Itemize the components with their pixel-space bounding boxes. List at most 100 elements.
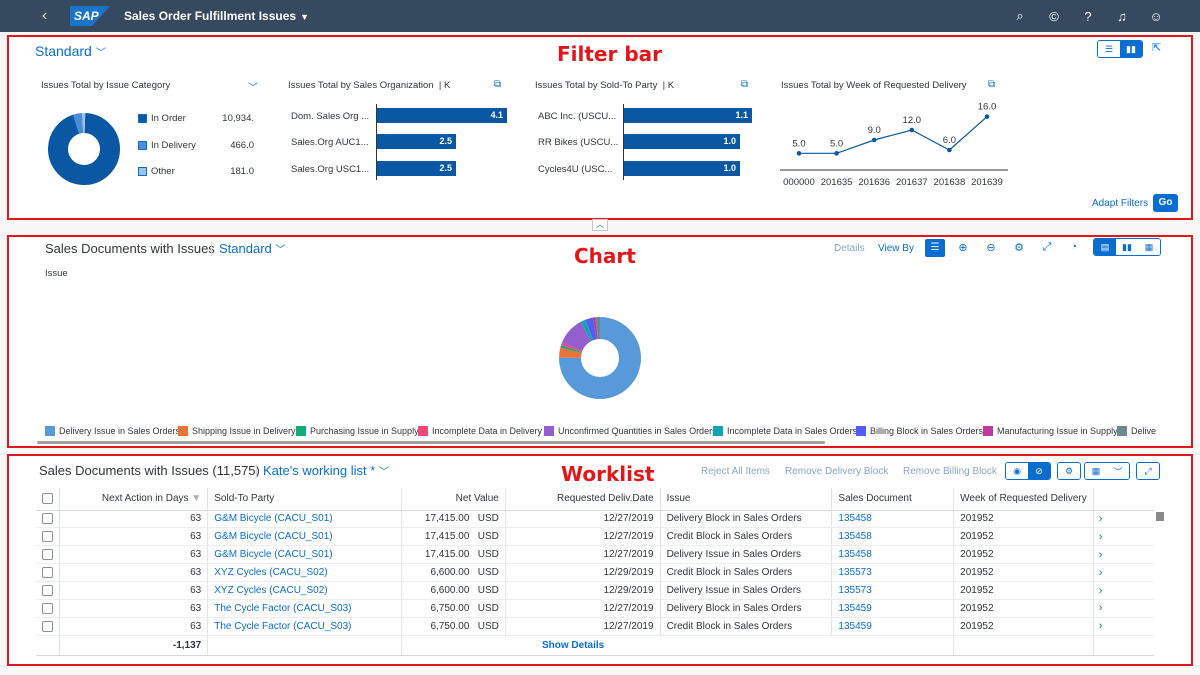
chart-type-icon[interactable]: ◔ [1070, 241, 1078, 253]
chevron-right-icon[interactable]: › [1098, 566, 1103, 579]
hide-icon[interactable]: ⊘ [1028, 463, 1050, 479]
sold-to-link[interactable]: G&M Bicycle (CACU_S01) [207, 510, 402, 529]
search-icon[interactable]: ⌕ [1016, 8, 1024, 23]
show-details-link[interactable]: Show Details [541, 639, 605, 651]
chart-table-view-icon[interactable]: ▤ [1094, 239, 1116, 255]
chevron-right-icon[interactable]: › [1098, 530, 1103, 543]
fullscreen-icon[interactable]: ⤢ [1042, 241, 1052, 253]
sold-to-link[interactable]: The Cycle Factor (CACU_S03) [207, 599, 402, 618]
chevron-right-icon[interactable]: › [1098, 620, 1103, 633]
sales-document-link[interactable]: 135458 [831, 545, 955, 565]
table-row[interactable]: 63 The Cycle Factor (CACU_S03) 6,750.00 … [36, 599, 1154, 618]
week-line-chart[interactable]: 5.0 000000 5.0 201635 9.0 201636 12.0 201637 6.0… [778, 100, 1010, 192]
help-icon[interactable]: ? [1084, 8, 1092, 24]
table-only-view-icon[interactable]: ▦ [1138, 239, 1160, 255]
sales-document-link[interactable]: 135459 [831, 617, 955, 636]
line-point[interactable] [834, 151, 839, 156]
chevron-down-icon[interactable]: ﹀ [248, 83, 258, 94]
chart-legend-item[interactable]: Incomplete Data in Delivery [418, 426, 542, 436]
chevron-right-icon[interactable]: › [1098, 548, 1103, 561]
export-icon[interactable]: ▦ [1085, 463, 1107, 479]
chart-legend-item[interactable]: Shipping Issue in Delivery [178, 426, 296, 436]
chart-legend-item[interactable]: Purchasing Issue in Supply [296, 426, 419, 436]
app-title-menu[interactable]: Sales Order Fulfillment Issues ▼ [124, 9, 309, 23]
col-next-action[interactable]: Next Action in Days ▼ [59, 488, 209, 511]
settings-icon[interactable]: ⚙ [1014, 242, 1024, 254]
table-row[interactable]: 63 XYZ Cycles (CACU_S02) 6,600.00 USD 12… [36, 563, 1154, 583]
sales-document-link[interactable]: 135573 [831, 581, 955, 600]
line-point[interactable] [984, 114, 990, 119]
sold-to-link[interactable]: The Cycle Factor (CACU_S03) [207, 617, 402, 636]
remove-billing-block-button[interactable]: Remove Billing Block [903, 466, 997, 477]
table-row[interactable]: 63 XYZ Cycles (CACU_S02) 6,600.00 USD 12… [36, 581, 1154, 600]
col-issue[interactable]: Issue [660, 488, 833, 511]
donut-slice[interactable] [559, 317, 641, 399]
chevron-right-icon[interactable]: › [1098, 512, 1103, 525]
legend-item-in-order[interactable]: In Order [138, 113, 186, 124]
chart-variant-select[interactable]: Standard ﹀ [219, 241, 285, 256]
row-checkbox[interactable] [42, 513, 54, 525]
line-point[interactable] [796, 151, 802, 156]
sales-document-link[interactable]: 135459 [831, 599, 955, 618]
chart-legend-item[interactable]: Incomplete Data in Sales Orders [713, 426, 857, 436]
expand-icon[interactable]: ⧉ [988, 79, 996, 90]
chart-legend-item[interactable]: Delive [1117, 426, 1156, 436]
user-icon[interactable]: ☺ [1149, 8, 1163, 24]
table-row[interactable]: 63 G&M Bicycle (CACU_S01) 17,415.00 USD … [36, 545, 1154, 565]
visual-filter-icon[interactable]: ▮▮ [1120, 41, 1142, 57]
collapse-header-button[interactable]: ︿ [592, 219, 608, 231]
legend-item-other[interactable]: Other [138, 166, 175, 177]
chevron-down-icon[interactable]: ﹀ [1107, 463, 1129, 479]
chevron-right-icon[interactable]: › [1098, 602, 1103, 615]
sold-to-link[interactable]: G&M Bicycle (CACU_S01) [207, 545, 402, 565]
table-row[interactable]: 63 G&M Bicycle (CACU_S01) 17,415.00 USD … [36, 527, 1154, 547]
sold-to-link[interactable]: XYZ Cycles (CACU_S02) [207, 581, 402, 600]
go-button[interactable]: Go [1153, 194, 1178, 212]
legend-toggle-icon[interactable]: ☰ [925, 239, 945, 257]
chart-legend-item[interactable]: Billing Block in Sales Orders [856, 426, 983, 436]
sold-to-link[interactable]: XYZ Cycles (CACU_S02) [207, 563, 402, 583]
col-requested-date[interactable]: Requested Deliv.Date [505, 488, 661, 511]
filter-variant-select[interactable]: Standard ﹀ [35, 43, 106, 59]
sold-to-link[interactable]: G&M Bicycle (CACU_S01) [207, 527, 402, 547]
bar-sold-to[interactable]: 1.1 [624, 108, 752, 123]
copilot-icon[interactable]: © [1049, 8, 1059, 24]
line-point[interactable] [871, 137, 877, 143]
col-net-value[interactable]: Net Value [401, 488, 506, 511]
bar-sales-org[interactable]: 2.5 [377, 134, 456, 149]
zoom-out-icon[interactable]: ⊖ [986, 242, 996, 254]
filter-view-icon[interactable]: ☰ [1098, 41, 1120, 57]
row-checkbox[interactable] [42, 531, 54, 543]
legend-scrollbar[interactable] [37, 441, 825, 444]
chart-only-view-icon[interactable]: ▮▮ [1116, 239, 1138, 255]
table-scrollbar[interactable] [1156, 512, 1164, 521]
details-button[interactable]: Details [834, 243, 865, 254]
share-icon[interactable]: ⇱ [1152, 42, 1162, 54]
bar-sales-org[interactable]: 4.1 [377, 108, 507, 123]
sales-document-link[interactable]: 135458 [831, 527, 955, 547]
chart-legend-item[interactable]: Unconfirmed Quantities in Sales Orders [544, 426, 717, 436]
zoom-in-icon[interactable]: ⊕ [958, 242, 968, 254]
reject-all-items-button[interactable]: Reject All Items [701, 466, 770, 477]
worklist-variant-select[interactable]: Kate's working list * ﹀ [263, 463, 389, 478]
category-donut[interactable] [47, 112, 121, 186]
row-checkbox[interactable] [42, 567, 54, 579]
expand-icon[interactable]: ⧉ [494, 79, 502, 90]
bar-sold-to[interactable]: 1.0 [624, 161, 740, 176]
sap-logo[interactable]: SAP [70, 6, 110, 26]
col-week[interactable]: Week of Requested Delivery [953, 488, 1094, 511]
chart-legend-item[interactable]: Delivery Issue in Sales Orders [45, 426, 180, 436]
legend-item-in-delivery[interactable]: In Delivery [138, 140, 196, 151]
issues-donut-chart[interactable] [558, 316, 642, 400]
chevron-right-icon[interactable]: › [1098, 584, 1103, 597]
row-checkbox[interactable] [42, 584, 54, 596]
line-point[interactable] [909, 127, 915, 133]
expand-icon[interactable]: ⧉ [741, 79, 749, 90]
sales-document-link[interactable]: 135458 [831, 510, 955, 529]
chart-legend-item[interactable]: Manufacturing Issue in Supply [983, 426, 1118, 436]
show-icon[interactable]: ◉ [1006, 463, 1028, 479]
bar-sold-to[interactable]: 1.0 [624, 134, 740, 149]
donut-slice[interactable] [47, 113, 120, 185]
select-all-checkbox[interactable] [42, 493, 54, 505]
back-arrow-icon[interactable]: ‹ [42, 7, 48, 24]
